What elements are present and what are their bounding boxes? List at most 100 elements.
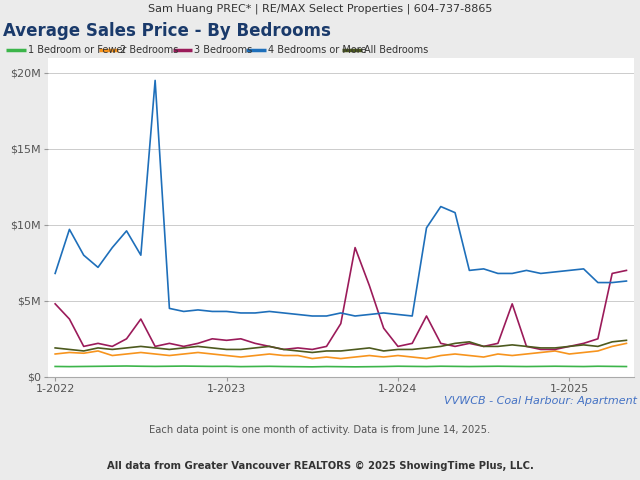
All Bedrooms [94, 345, 102, 351]
Line: 4 Bedrooms or More: 4 Bedrooms or More [55, 81, 627, 316]
All Bedrooms [209, 345, 216, 351]
Line: 3 Bedrooms: 3 Bedrooms [55, 248, 627, 349]
2 Bedrooms [623, 340, 630, 346]
All Bedrooms [465, 339, 473, 345]
4 Bedrooms or More [623, 278, 630, 284]
1 Bedroom or Fewer [580, 364, 588, 370]
3 Bedrooms [308, 347, 316, 352]
3 Bedrooms [623, 267, 630, 273]
3 Bedrooms [580, 340, 588, 346]
3 Bedrooms [65, 316, 73, 322]
1 Bedroom or Fewer [180, 363, 188, 369]
3 Bedrooms [422, 313, 430, 319]
4 Bedrooms or More [551, 269, 559, 275]
3 Bedrooms [394, 344, 402, 349]
3 Bedrooms [566, 344, 573, 349]
4 Bedrooms or More [237, 310, 244, 316]
1 Bedroom or Fewer [422, 364, 430, 370]
All Bedrooms [508, 342, 516, 348]
1 Bedroom or Fewer [294, 364, 302, 370]
3 Bedrooms [594, 336, 602, 342]
2 Bedrooms [594, 348, 602, 354]
4 Bedrooms or More [151, 78, 159, 84]
All Bedrooms [308, 349, 316, 355]
Text: VVWCB - Coal Harbour: Apartment: VVWCB - Coal Harbour: Apartment [444, 396, 637, 406]
4 Bedrooms or More [108, 245, 116, 251]
All Bedrooms [223, 347, 230, 352]
1 Bedroom or Fewer [123, 363, 131, 369]
2 Bedrooms [380, 354, 387, 360]
3 Bedrooms [51, 301, 59, 307]
2 Bedrooms [252, 353, 259, 359]
All Bedrooms [408, 347, 416, 352]
All Bedrooms [537, 345, 545, 351]
3 Bedrooms [465, 340, 473, 346]
4 Bedrooms or More [380, 310, 387, 316]
All Bedrooms [566, 344, 573, 349]
4 Bedrooms or More [594, 280, 602, 286]
1 Bedroom or Fewer [480, 363, 488, 369]
Text: All Bedrooms: All Bedrooms [364, 46, 428, 55]
4 Bedrooms or More [337, 310, 345, 316]
All Bedrooms [351, 347, 359, 352]
3 Bedrooms [166, 340, 173, 346]
2 Bedrooms [465, 353, 473, 359]
2 Bedrooms [94, 348, 102, 354]
2 Bedrooms [394, 353, 402, 359]
4 Bedrooms or More [209, 309, 216, 314]
3 Bedrooms [108, 344, 116, 349]
All Bedrooms [609, 339, 616, 345]
2 Bedrooms [365, 353, 373, 359]
2 Bedrooms [51, 351, 59, 357]
Line: 1 Bedroom or Fewer: 1 Bedroom or Fewer [55, 366, 627, 367]
3 Bedrooms [480, 344, 488, 349]
All Bedrooms [580, 342, 588, 348]
All Bedrooms [451, 340, 459, 346]
3 Bedrooms [451, 344, 459, 349]
4 Bedrooms or More [609, 280, 616, 286]
1 Bedroom or Fewer [94, 363, 102, 369]
4 Bedrooms or More [166, 305, 173, 311]
2 Bedrooms [280, 353, 287, 359]
2 Bedrooms [337, 356, 345, 361]
3 Bedrooms [609, 271, 616, 276]
4 Bedrooms or More [266, 309, 273, 314]
All Bedrooms [494, 344, 502, 349]
All Bedrooms [80, 348, 88, 354]
2 Bedrooms [65, 349, 73, 355]
1 Bedroom or Fewer [408, 363, 416, 369]
1 Bedroom or Fewer [266, 363, 273, 369]
1 Bedroom or Fewer [508, 363, 516, 369]
4 Bedrooms or More [51, 271, 59, 276]
1 Bedroom or Fewer [451, 363, 459, 369]
All Bedrooms [51, 345, 59, 351]
4 Bedrooms or More [94, 264, 102, 270]
4 Bedrooms or More [308, 313, 316, 319]
2 Bedrooms [151, 351, 159, 357]
2 Bedrooms [494, 351, 502, 357]
1 Bedroom or Fewer [394, 363, 402, 369]
4 Bedrooms or More [580, 266, 588, 272]
3 Bedrooms [523, 344, 531, 349]
2 Bedrooms [223, 353, 230, 359]
4 Bedrooms or More [137, 252, 145, 258]
1 Bedroom or Fewer [351, 364, 359, 370]
3 Bedrooms [337, 321, 345, 326]
1 Bedroom or Fewer [65, 364, 73, 370]
3 Bedrooms [365, 283, 373, 288]
1 Bedroom or Fewer [80, 363, 88, 369]
3 Bedrooms [351, 245, 359, 251]
3 Bedrooms [537, 347, 545, 352]
1 Bedroom or Fewer [51, 363, 59, 369]
4 Bedrooms or More [180, 309, 188, 314]
2 Bedrooms [323, 354, 330, 360]
2 Bedrooms [508, 353, 516, 359]
2 Bedrooms [523, 351, 531, 357]
3 Bedrooms [280, 347, 287, 352]
3 Bedrooms [151, 344, 159, 349]
All Bedrooms [523, 344, 531, 349]
3 Bedrooms [494, 340, 502, 346]
4 Bedrooms or More [408, 313, 416, 319]
2 Bedrooms [551, 348, 559, 354]
1 Bedroom or Fewer [323, 364, 330, 370]
